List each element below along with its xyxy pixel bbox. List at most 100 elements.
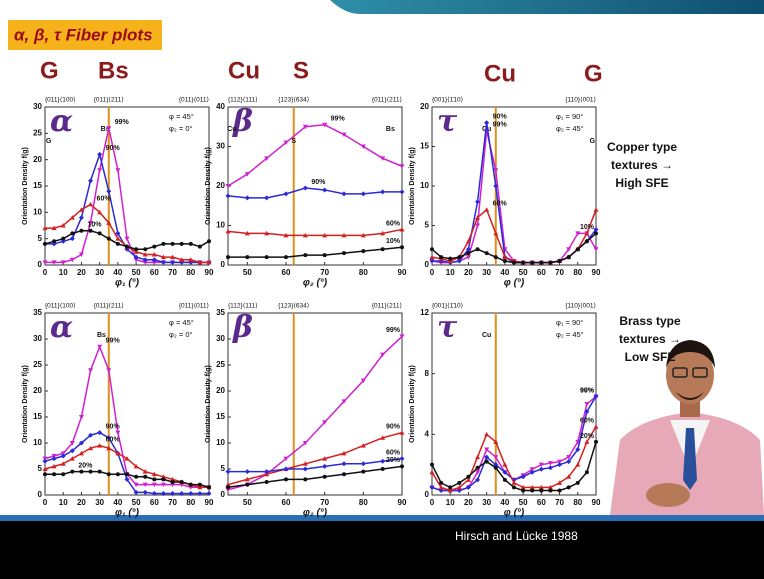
data-point — [323, 475, 327, 479]
data-point — [143, 490, 148, 495]
data-point — [466, 251, 470, 255]
plot-note: φ₂ = 0° — [169, 330, 193, 339]
data-point — [106, 368, 111, 373]
data-point — [361, 249, 365, 253]
y-tick-label: 5 — [425, 221, 430, 230]
data-point — [380, 189, 385, 194]
fiber-symbol: α — [50, 104, 73, 139]
data-point — [70, 236, 75, 241]
side-note: High SFE — [615, 176, 668, 190]
data-point — [494, 255, 498, 259]
data-point — [530, 261, 534, 265]
top-label: {011}⟨100⟩ — [45, 302, 76, 310]
data-point — [115, 168, 120, 173]
data-point — [558, 259, 562, 263]
x-tick-label: 80 — [359, 498, 368, 507]
data-point — [342, 191, 347, 196]
data-point — [125, 472, 129, 476]
y-tick-label: 0 — [425, 260, 430, 269]
data-point — [548, 465, 553, 470]
data-point — [512, 261, 516, 265]
top-label: {110}⟨001⟩ — [565, 302, 596, 310]
data-point — [284, 477, 288, 481]
data-point — [189, 483, 193, 487]
data-point — [171, 242, 175, 246]
data-point — [264, 195, 269, 200]
x-tick-label: 90 — [398, 268, 407, 277]
data-point — [152, 245, 156, 249]
y-tick-label: 0 — [38, 490, 43, 499]
x-tick-label: 50 — [519, 498, 528, 507]
data-point — [97, 152, 102, 157]
top-label: {011}⟨211⟩ — [372, 302, 403, 310]
side-note: textures → — [619, 332, 681, 346]
y-axis-label: Orientation Density f(g) — [409, 147, 416, 225]
y-tick-label: 10 — [33, 207, 42, 216]
data-point — [180, 480, 184, 484]
y-tick-label: 10 — [216, 221, 225, 230]
x-tick-label: 0 — [430, 498, 435, 507]
data-point — [380, 459, 385, 464]
section-header: G — [584, 60, 603, 87]
fiber-symbol: τ — [437, 104, 458, 139]
top-label: {112}⟨111⟩ — [228, 96, 258, 104]
y-tick-label: 25 — [33, 128, 42, 137]
data-point — [88, 368, 93, 373]
x-tick-label: 50 — [519, 268, 528, 277]
data-point — [134, 475, 138, 479]
top-label: {011}⟨211⟩ — [372, 96, 403, 104]
data-point — [245, 195, 250, 200]
annotation: G — [46, 138, 52, 145]
top-label: {011}⟨100⟩ — [45, 96, 76, 104]
x-tick-label: 20 — [77, 268, 86, 277]
y-tick-label: 0 — [221, 260, 226, 269]
y-axis-label: Orientation Density f(g) — [205, 147, 212, 225]
series-label: 99% — [331, 116, 346, 123]
data-point — [361, 461, 366, 466]
data-point — [400, 456, 405, 461]
side-note: textures → — [611, 158, 673, 172]
x-axis-label: φ₂ (°) — [303, 278, 328, 289]
series-label: 90% — [386, 423, 401, 430]
data-point — [88, 202, 93, 207]
data-point — [161, 242, 165, 246]
data-point — [430, 247, 434, 251]
y-tick-label: 15 — [33, 181, 42, 190]
y-tick-label: 15 — [33, 412, 42, 421]
series-label: 90% — [311, 179, 326, 186]
data-point — [539, 488, 543, 492]
top-label: {110}⟨001⟩ — [565, 96, 596, 104]
side-note: Low SFE — [625, 350, 676, 364]
fiber-symbol: α — [50, 310, 73, 345]
y-tick-label: 0 — [38, 260, 43, 269]
x-tick-label: 10 — [59, 268, 68, 277]
series-label: 90% — [106, 423, 121, 430]
series-line — [228, 466, 402, 487]
data-point — [226, 485, 230, 489]
data-point — [134, 247, 138, 251]
series-label: 90% — [580, 387, 595, 394]
y-tick-label: 25 — [33, 360, 42, 369]
x-tick-label: 70 — [168, 498, 177, 507]
data-point — [265, 255, 269, 259]
x-tick-label: 40 — [113, 498, 122, 507]
y-tick-label: 40 — [216, 102, 225, 111]
data-point — [485, 251, 489, 255]
top-label: {112}⟨111⟩ — [228, 302, 258, 310]
x-tick-label: 0 — [43, 268, 48, 277]
data-point — [79, 415, 84, 420]
x-tick-label: 0 — [43, 498, 48, 507]
data-point — [567, 255, 571, 259]
data-point — [88, 178, 93, 183]
x-tick-label: 70 — [320, 268, 329, 277]
data-point — [98, 470, 102, 474]
data-point — [116, 242, 120, 246]
source: Hirsch and Lücke 1988 — [455, 529, 578, 543]
series-line — [432, 123, 596, 263]
y-tick-label: 20 — [420, 102, 429, 111]
data-point — [207, 485, 211, 489]
x-tick-label: 20 — [77, 498, 86, 507]
x-tick-label: 50 — [132, 268, 141, 277]
data-point — [143, 475, 147, 479]
y-tick-label: 30 — [216, 334, 225, 343]
